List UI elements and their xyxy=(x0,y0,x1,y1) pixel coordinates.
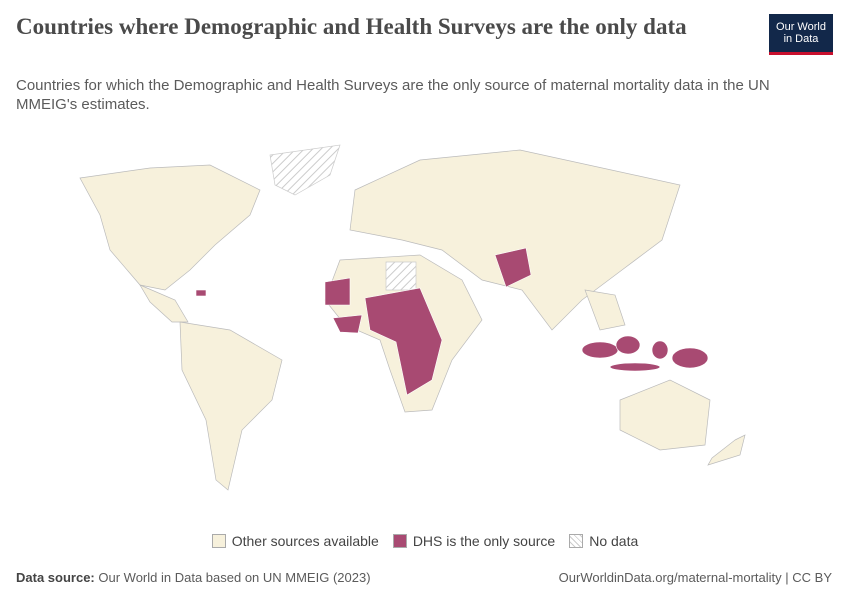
source-label: Data source: xyxy=(16,570,95,585)
southeast-asia xyxy=(584,289,626,331)
legend-swatch xyxy=(569,534,584,548)
footer: Data source: Our World in Data based on … xyxy=(16,570,832,585)
legend-label: DHS is the only source xyxy=(412,533,556,549)
haiti xyxy=(195,289,207,297)
new-zealand xyxy=(707,434,746,466)
central-africa-dhs xyxy=(364,287,443,396)
java xyxy=(609,362,661,372)
coast-dhs xyxy=(332,314,363,334)
greenland xyxy=(269,144,341,196)
west-africa-dhs xyxy=(324,277,351,306)
papua xyxy=(671,347,709,369)
source: Our World in Data based on UN MMEIG (202… xyxy=(98,570,371,585)
central-america xyxy=(139,284,189,323)
eurasia xyxy=(349,149,681,331)
subtitle: Countries for which the Demographic and … xyxy=(16,77,770,113)
logo[interactable]: Our World in Data xyxy=(769,14,833,55)
legend-item[interactable]: Other sources available xyxy=(211,533,379,549)
sumatra xyxy=(581,341,619,359)
legend-swatch xyxy=(211,534,226,548)
url[interactable]: OurWorldinData.org/maternal-mortality | … xyxy=(558,570,832,585)
legend-swatch xyxy=(392,534,407,548)
libya xyxy=(385,261,417,291)
pakistan-afghanistan xyxy=(494,247,532,288)
legend-label: Other sources available xyxy=(231,533,379,549)
legend-item[interactable]: No data xyxy=(569,533,638,549)
north-america xyxy=(79,164,261,291)
legend-item[interactable]: DHS is the only source xyxy=(392,533,556,549)
logo-text: in Data xyxy=(783,33,819,45)
australia xyxy=(619,379,711,451)
south-america xyxy=(179,321,283,491)
logo-text: Our World xyxy=(776,21,826,33)
world-map xyxy=(79,144,746,491)
legend: Other sources available DHS is the only … xyxy=(0,533,850,549)
borneo xyxy=(615,335,641,355)
title: Countries where Demographic and Health S… xyxy=(16,14,687,39)
legend-label: No data xyxy=(589,533,639,549)
sulawesi xyxy=(651,340,669,360)
